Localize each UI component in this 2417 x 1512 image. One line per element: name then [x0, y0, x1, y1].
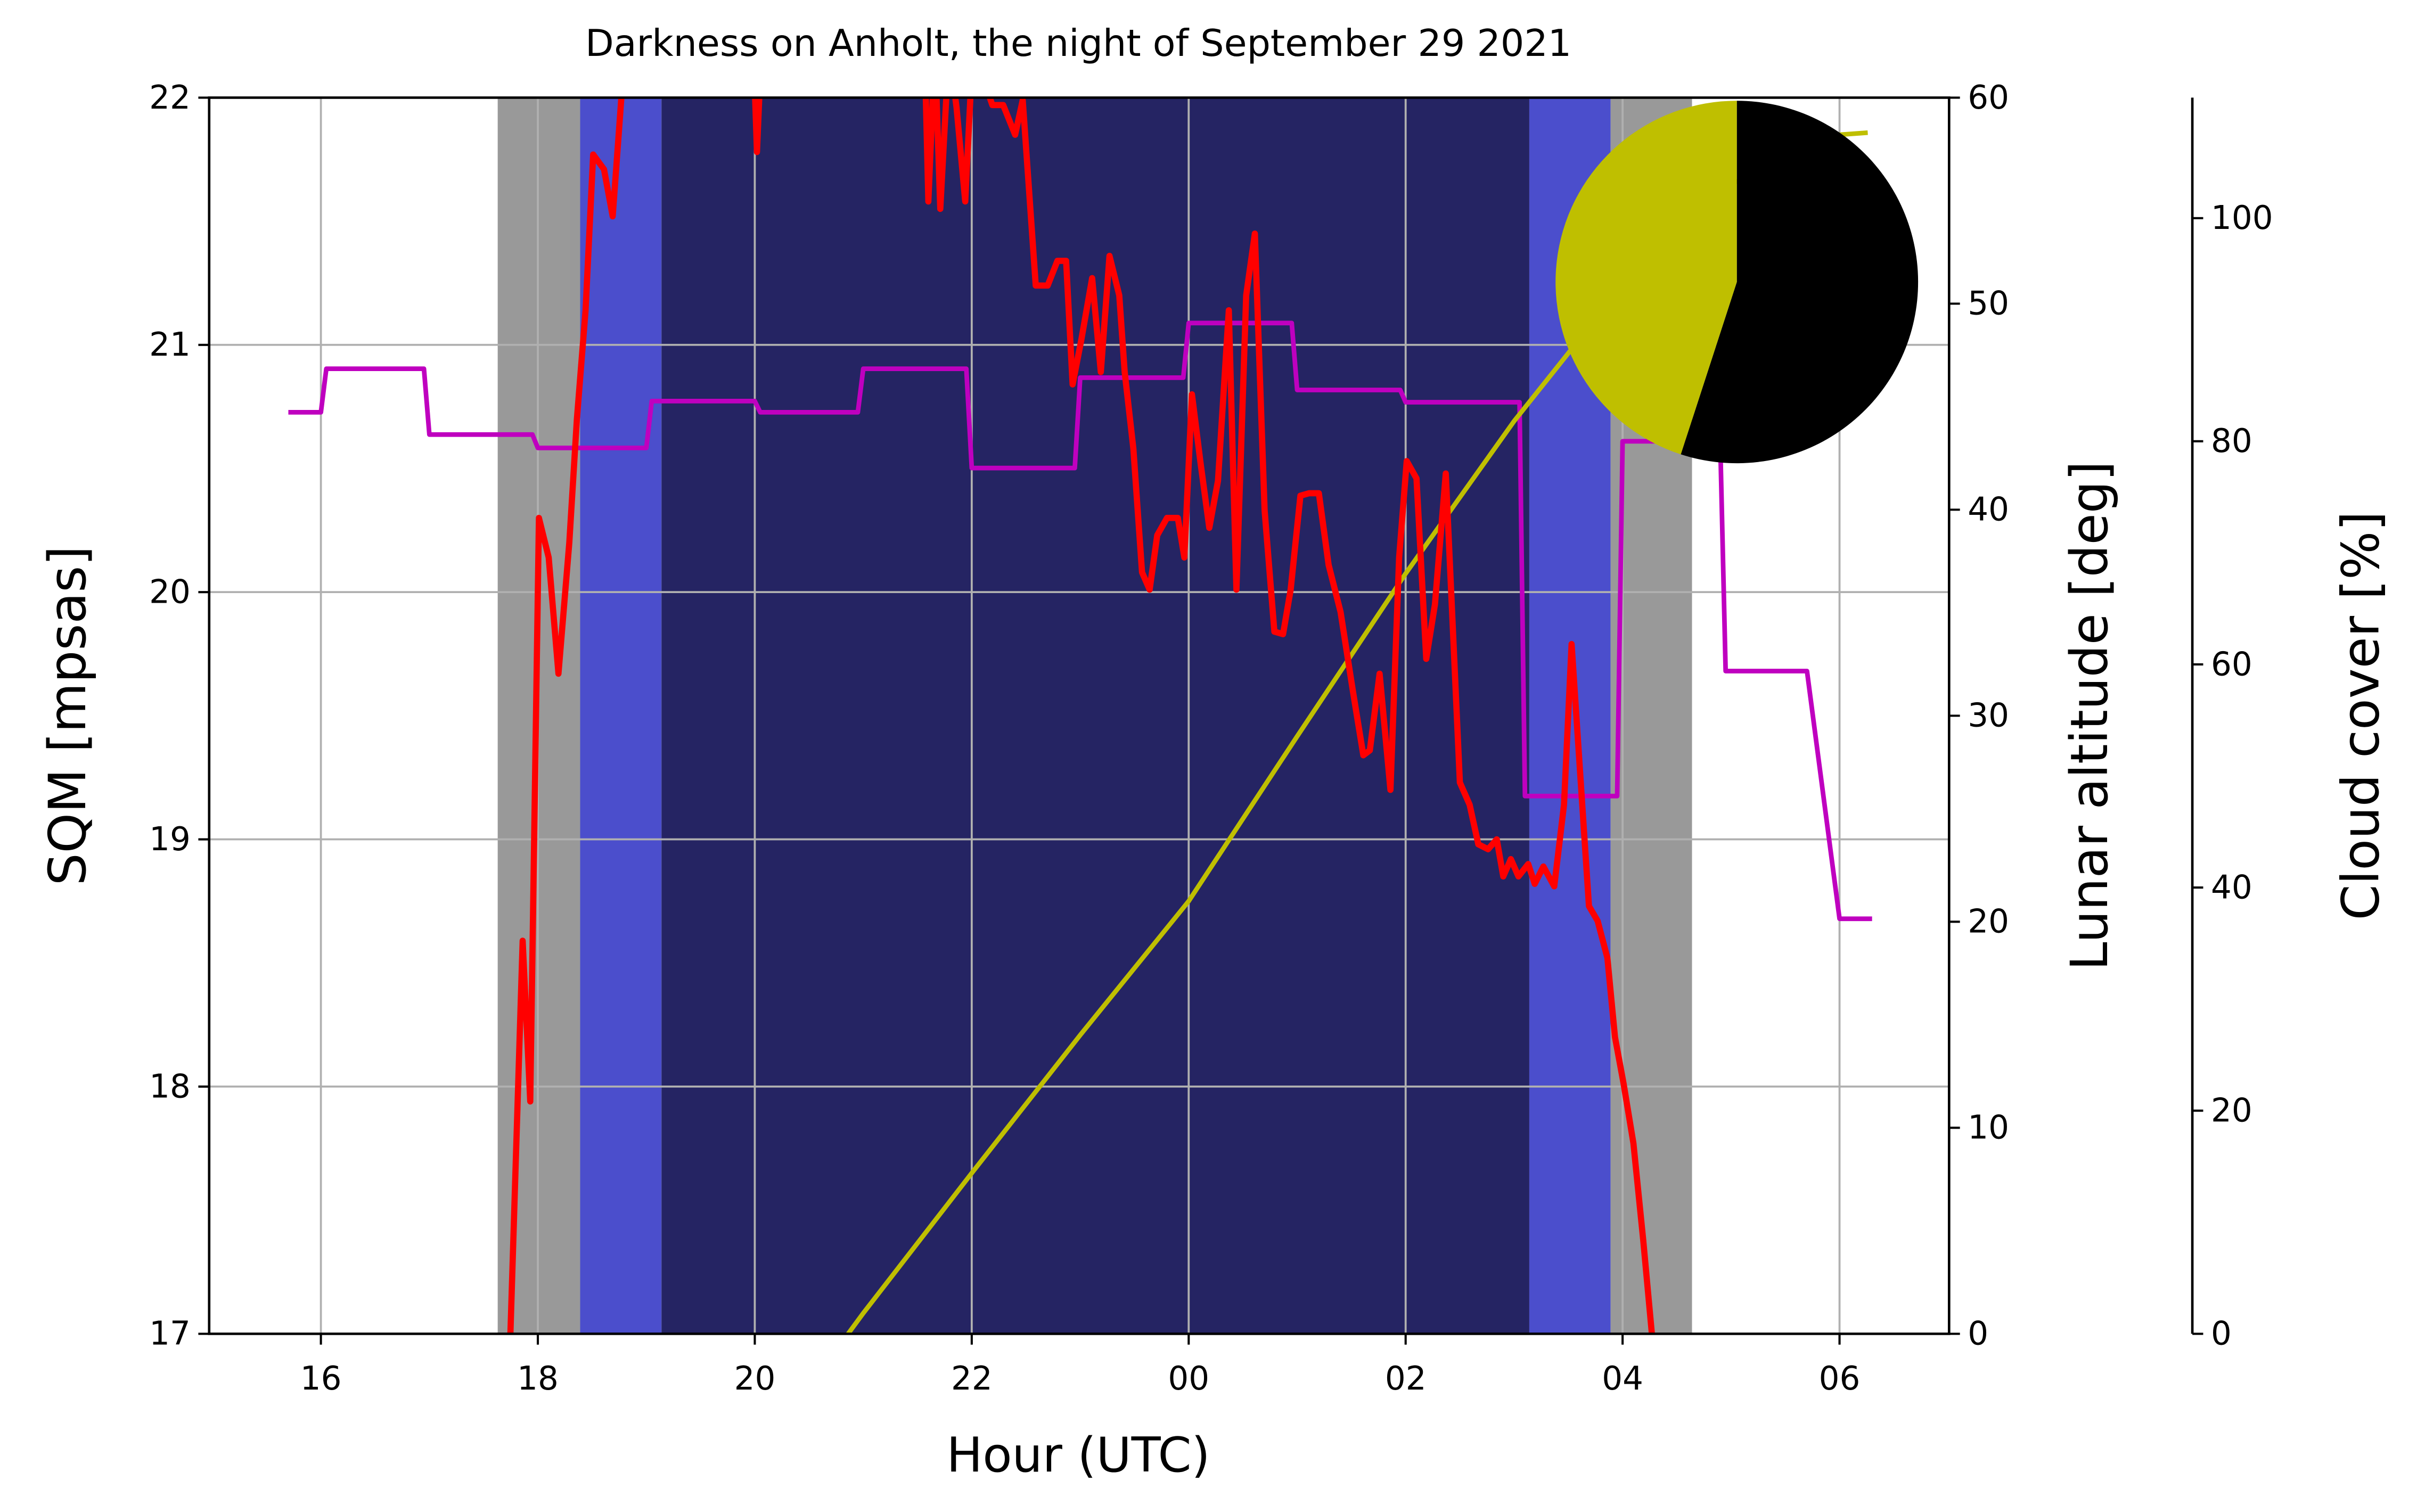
- x-tick-label: 02: [1385, 1360, 1427, 1398]
- y-tick-label: 17: [149, 1315, 191, 1353]
- y3-tick-label: 20: [2211, 1092, 2252, 1130]
- x-tick-label: 16: [300, 1360, 342, 1398]
- y3-axis-label: Cloud cover [%]: [2331, 511, 2390, 920]
- x-tick-label: 06: [1819, 1360, 1861, 1398]
- y-axis-label: SQM [mpsas]: [38, 546, 97, 885]
- moon-pie: [1555, 101, 1919, 464]
- x-tick-label: 00: [1168, 1360, 1209, 1398]
- y-tick-label: 20: [149, 573, 191, 611]
- y2-tick-label: 10: [1968, 1109, 2009, 1147]
- y3-tick-label: 100: [2211, 199, 2273, 237]
- axes: 16 18 20 22 00 02 04 06 17 18 19 20 21 22 0 10 20 30 40 50 6…: [149, 79, 2273, 1398]
- y-tick-label: 19: [149, 820, 191, 858]
- y2-tick-label: 60: [1968, 79, 2009, 117]
- y2-tick-label: 0: [1968, 1315, 1988, 1353]
- chart-title: Darkness on Anholt, the night of Septemb…: [585, 22, 1571, 65]
- plot-frame: [208, 96, 1951, 1335]
- y2-tick-label: 40: [1968, 491, 2009, 529]
- pie-slice: [1555, 101, 1737, 455]
- y2-axis-label: Lunar altitude [deg]: [2060, 461, 2119, 971]
- y-tick-label: 22: [149, 79, 191, 117]
- x-tick-label: 20: [734, 1360, 776, 1398]
- y-tick-label: 21: [149, 326, 191, 364]
- y2-tick-label: 30: [1968, 697, 2009, 735]
- y-tick-label: 18: [149, 1067, 191, 1105]
- x-tick-label: 18: [517, 1360, 559, 1398]
- y3-tick-label: 0: [2211, 1315, 2232, 1353]
- y3-tick-label: 40: [2211, 868, 2252, 906]
- x-axis-label: Hour (UTC): [947, 1427, 1210, 1483]
- y3-tick-label: 60: [2211, 645, 2252, 683]
- series-line: [507, 97, 1655, 1334]
- y2-tick-label: 20: [1968, 903, 2009, 941]
- x-tick-label: 22: [951, 1360, 993, 1398]
- y2-tick-label: 50: [1968, 285, 2009, 323]
- series-line: [288, 321, 1872, 922]
- y3-tick-label: 80: [2211, 422, 2252, 460]
- twilight-band: [580, 97, 662, 1334]
- x-tick-label: 04: [1602, 1360, 1643, 1398]
- pie-slice: [1681, 101, 1919, 464]
